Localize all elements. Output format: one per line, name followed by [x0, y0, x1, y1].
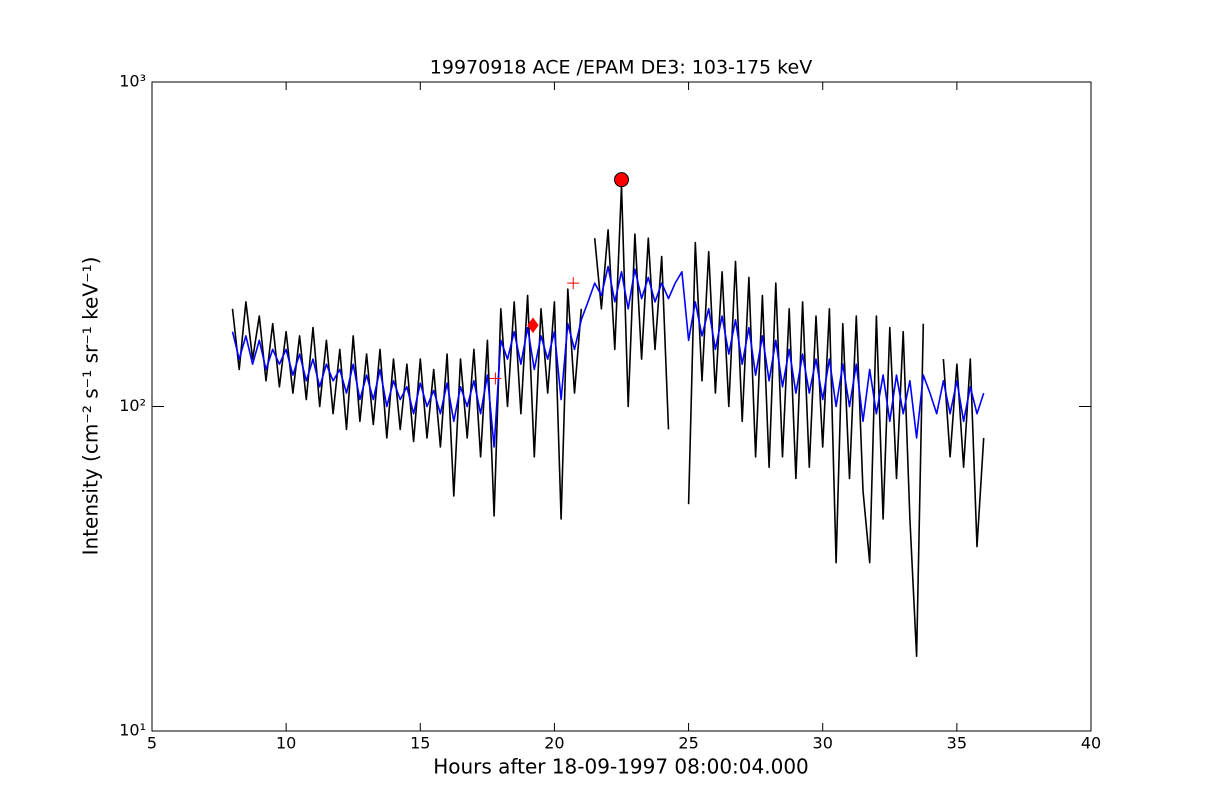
peak-marker: [614, 172, 629, 188]
x-tick-label: 20: [544, 734, 564, 753]
x-tick-label: 25: [678, 734, 698, 753]
plus-marker: [567, 277, 580, 290]
data-line: [231, 184, 985, 657]
x-tick-label: 40: [1081, 734, 1101, 753]
y-tick-label: 10²: [119, 396, 146, 415]
x-tick-label: 5: [147, 734, 157, 753]
x-tick-label: 10: [276, 734, 296, 753]
y-axis-label: Intensity (cm⁻² s⁻¹ sr⁻¹ keV⁻¹): [79, 257, 103, 556]
diamond-marker: [527, 317, 539, 334]
x-tick-label: 15: [410, 734, 430, 753]
x-tick-label: 30: [813, 734, 833, 753]
chart-title: 19970918 ACE /EPAM DE3: 103-175 keV: [430, 57, 812, 79]
data-line: [231, 265, 985, 448]
y-tick-label: 10¹: [119, 721, 146, 740]
x-axis-label: Hours after 18-09-1997 08:00:04.000: [433, 755, 809, 779]
y-tick-label: 10³: [119, 72, 146, 91]
x-tick-label: 35: [947, 734, 967, 753]
plus-marker: [489, 372, 502, 385]
